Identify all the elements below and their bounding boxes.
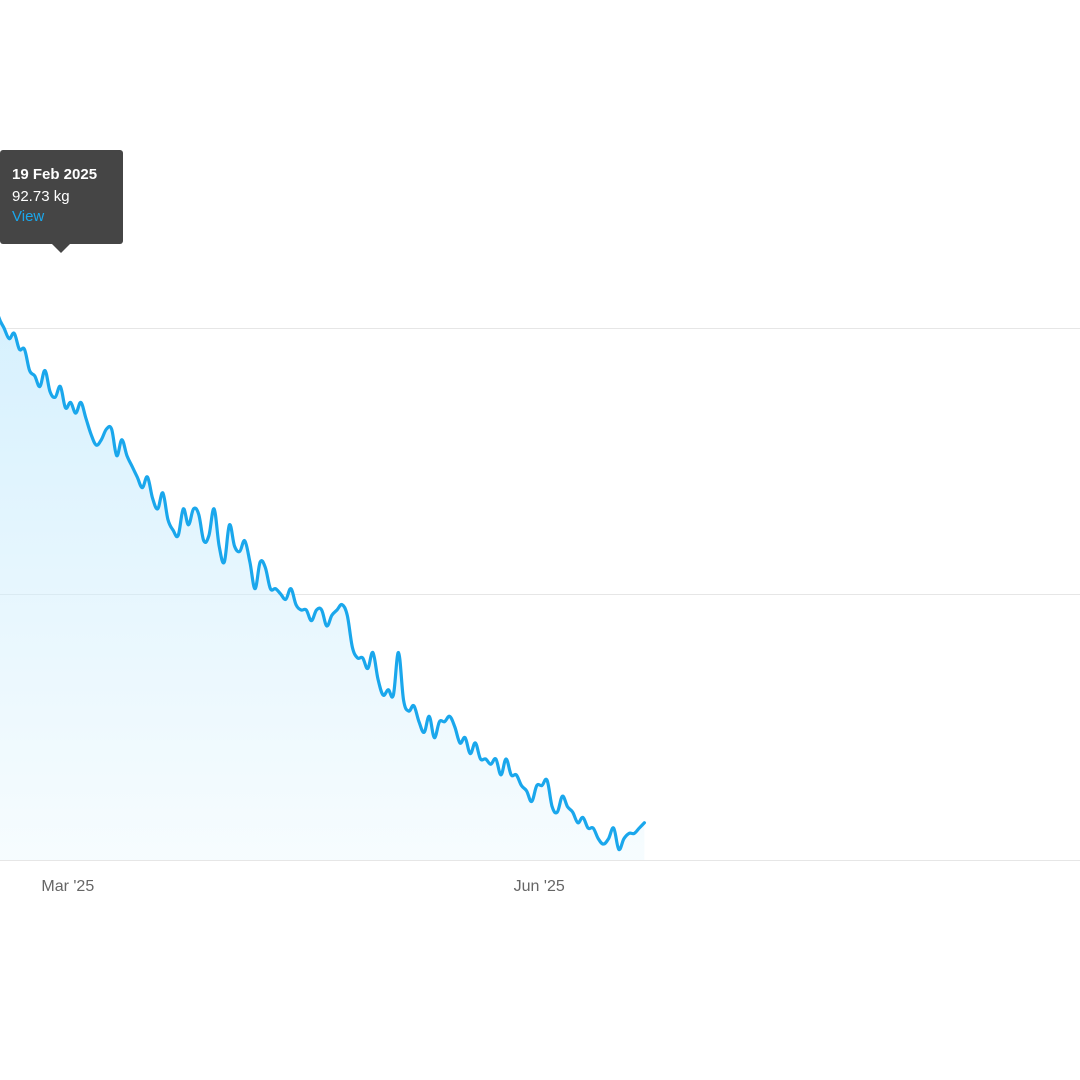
line-layer: [0, 315, 646, 852]
tooltip-pointer: [52, 244, 70, 253]
tooltip-value: 92.73 kg: [12, 188, 70, 205]
x-axis-ticks: Mar '25 Jun '25: [41, 878, 564, 895]
series-line: [0, 315, 646, 852]
tooltip-view-link[interactable]: View: [12, 208, 45, 225]
series-area: [0, 320, 645, 860]
tooltip-date: 19 Feb 2025: [12, 166, 98, 183]
area-layer: [0, 320, 645, 860]
x-tick-label: Mar '25: [41, 878, 94, 895]
x-tick-label: Jun '25: [514, 878, 565, 895]
data-point-tooltip: 19 Feb 2025 92.73 kg View: [0, 150, 123, 253]
